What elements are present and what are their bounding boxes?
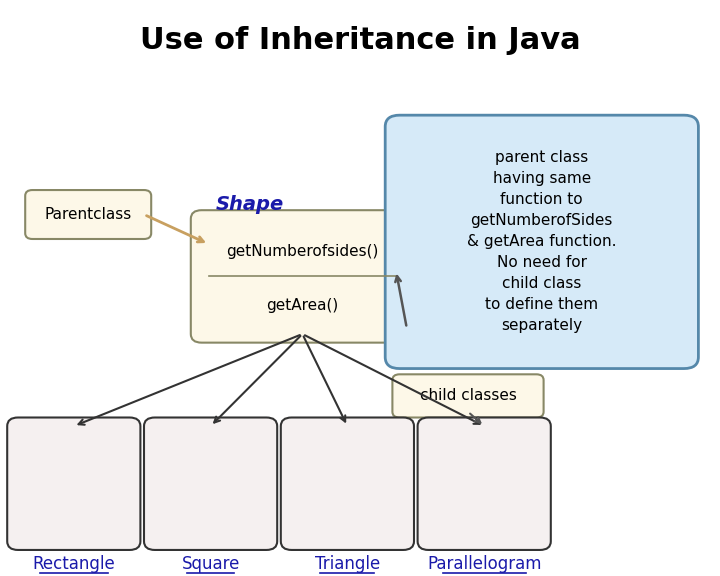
Text: child classes: child classes — [420, 388, 516, 403]
Text: Triangle: Triangle — [315, 555, 380, 573]
FancyBboxPatch shape — [191, 210, 414, 343]
Text: getNumberofsides(): getNumberofsides() — [226, 244, 379, 259]
FancyBboxPatch shape — [7, 418, 140, 550]
FancyBboxPatch shape — [418, 418, 551, 550]
FancyBboxPatch shape — [385, 115, 698, 369]
FancyBboxPatch shape — [25, 190, 151, 239]
FancyBboxPatch shape — [281, 418, 414, 550]
Text: Parentclass: Parentclass — [45, 207, 132, 222]
Text: Shape: Shape — [216, 195, 284, 214]
Text: Use of Inheritance in Java: Use of Inheritance in Java — [140, 26, 580, 55]
Text: Square: Square — [181, 555, 240, 573]
FancyBboxPatch shape — [144, 418, 277, 550]
Text: getArea(): getArea() — [266, 298, 338, 313]
Text: parent class
having same
function to
getNumberofSides
& getArea function.
No nee: parent class having same function to get… — [467, 150, 616, 334]
Text: Parallelogram: Parallelogram — [427, 555, 541, 573]
Text: Rectangle: Rectangle — [32, 555, 115, 573]
FancyBboxPatch shape — [392, 374, 544, 418]
